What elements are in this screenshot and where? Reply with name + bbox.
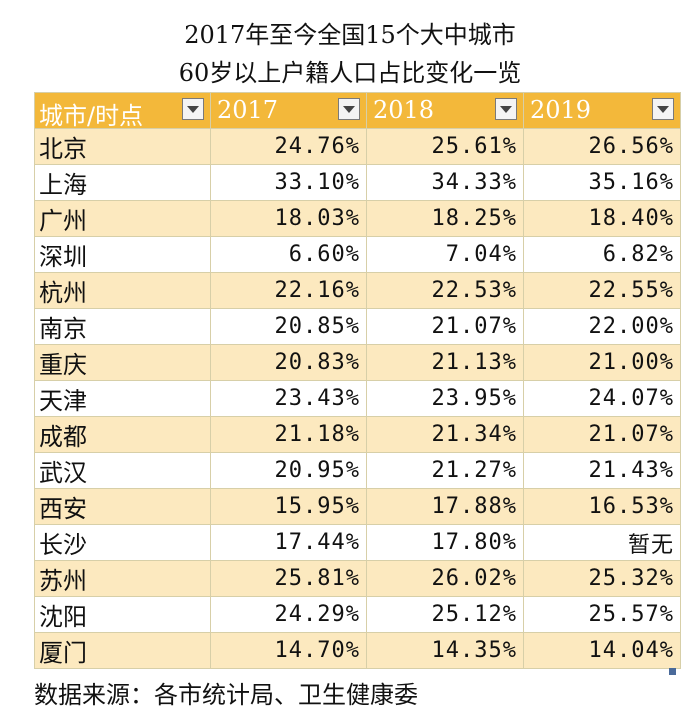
value-cell-2017[interactable]: 24.76% (210, 128, 367, 165)
value-cell-2017[interactable]: 14.70% (210, 632, 367, 669)
filter-dropdown-button[interactable] (338, 98, 360, 120)
dropdown-arrow-icon (657, 106, 669, 113)
value-cell-2018[interactable]: 34.33% (366, 164, 524, 201)
value-cell-2019[interactable]: 25.32% (523, 560, 681, 597)
value-cell-2018[interactable]: 17.80% (366, 524, 524, 561)
table-row: 沈阳 24.29% 25.12% 25.57% (34, 596, 681, 633)
table-row: 南京 20.85% 21.07% 22.00% (34, 308, 681, 345)
value-cell-2018[interactable]: 21.34% (366, 416, 524, 453)
value-cell-2017[interactable]: 18.03% (210, 200, 367, 237)
city-cell[interactable]: 西安 (34, 488, 211, 525)
table-row: 长沙 17.44% 17.80% 暂无 (34, 524, 681, 561)
value-cell-2018[interactable]: 14.35% (366, 632, 524, 669)
value-cell-2018[interactable]: 23.95% (366, 380, 524, 417)
value-cell-2018[interactable]: 21.27% (366, 452, 524, 489)
value-cell-2018[interactable]: 22.53% (366, 272, 524, 309)
city-cell[interactable]: 广州 (34, 200, 211, 237)
dropdown-arrow-icon (500, 106, 512, 113)
value-cell-2018[interactable]: 7.04% (366, 236, 524, 273)
city-cell[interactable]: 成都 (34, 416, 211, 453)
value-cell-2018[interactable]: 21.07% (366, 308, 524, 345)
data-table: 城市/时点 2017 2018 2019 (34, 92, 681, 669)
city-cell[interactable]: 长沙 (34, 524, 211, 561)
table-row: 广州 18.03% 18.25% 18.40% (34, 200, 681, 237)
column-header-2017: 2017 (210, 92, 367, 129)
value-cell-2017[interactable]: 24.29% (210, 596, 367, 633)
city-cell[interactable]: 南京 (34, 308, 211, 345)
table-row: 武汉 20.95% 21.27% 21.43% (34, 452, 681, 489)
column-header-2019: 2019 (523, 92, 681, 129)
value-cell-2017[interactable]: 20.83% (210, 344, 367, 381)
city-cell[interactable]: 重庆 (34, 344, 211, 381)
column-header-label: 城市/时点 (39, 102, 144, 130)
value-cell-2017[interactable]: 15.95% (210, 488, 367, 525)
filter-dropdown-button[interactable] (652, 98, 674, 120)
value-cell-2019[interactable]: 21.07% (523, 416, 681, 453)
city-cell[interactable]: 沈阳 (34, 596, 211, 633)
city-cell[interactable]: 北京 (34, 128, 211, 165)
value-cell-2019[interactable]: 6.82% (523, 236, 681, 273)
value-cell-2017[interactable]: 23.43% (210, 380, 367, 417)
table-row: 重庆 20.83% 21.13% 21.00% (34, 344, 681, 381)
value-cell-2019[interactable]: 22.00% (523, 308, 681, 345)
value-cell-2018[interactable]: 25.12% (366, 596, 524, 633)
value-cell-2017[interactable]: 6.60% (210, 236, 367, 273)
table-row: 北京 24.76% 25.61% 26.56% (34, 128, 681, 165)
value-cell-2019[interactable]: 35.16% (523, 164, 681, 201)
value-cell-2017[interactable]: 20.95% (210, 452, 367, 489)
city-cell[interactable]: 天津 (34, 380, 211, 417)
city-cell[interactable]: 上海 (34, 164, 211, 201)
value-cell-2017[interactable]: 20.85% (210, 308, 367, 345)
value-cell-2019[interactable]: 暂无 (523, 524, 681, 561)
value-cell-2018[interactable]: 18.25% (366, 200, 524, 237)
value-cell-2017[interactable]: 25.81% (210, 560, 367, 597)
table-row: 上海 33.10% 34.33% 35.16% (34, 164, 681, 201)
value-cell-2019[interactable]: 21.00% (523, 344, 681, 381)
table-row: 成都 21.18% 21.34% 21.07% (34, 416, 681, 453)
fill-handle[interactable] (669, 668, 676, 675)
table-row: 杭州 22.16% 22.53% 22.55% (34, 272, 681, 309)
dropdown-arrow-icon (187, 106, 199, 113)
source-note: 数据来源：各市统计局、卫生健康委 (34, 681, 418, 709)
city-cell[interactable]: 武汉 (34, 452, 211, 489)
value-cell-2019[interactable]: 24.07% (523, 380, 681, 417)
value-cell-2019[interactable]: 18.40% (523, 200, 681, 237)
value-cell-2018[interactable]: 17.88% (366, 488, 524, 525)
filter-dropdown-button[interactable] (495, 98, 517, 120)
column-header-city: 城市/时点 (34, 92, 211, 130)
value-cell-2019[interactable]: 25.57% (523, 596, 681, 633)
value-cell-2019[interactable]: 26.56% (523, 128, 681, 165)
value-cell-2017[interactable]: 21.18% (210, 416, 367, 453)
table-row: 深圳 6.60% 7.04% 6.82% (34, 236, 681, 273)
table-row: 苏州 25.81% 26.02% 25.32% (34, 560, 681, 597)
value-cell-2019[interactable]: 14.04% (523, 632, 681, 669)
table-row: 天津 23.43% 23.95% 24.07% (34, 380, 681, 417)
column-header-label: 2017 (217, 96, 279, 124)
value-cell-2017[interactable]: 33.10% (210, 164, 367, 201)
value-cell-2018[interactable]: 21.13% (366, 344, 524, 381)
city-cell[interactable]: 苏州 (34, 560, 211, 597)
table-row: 厦门 14.70% 14.35% 14.04% (34, 632, 681, 669)
value-cell-2017[interactable]: 22.16% (210, 272, 367, 309)
value-cell-2017[interactable]: 17.44% (210, 524, 367, 561)
column-header-label: 2019 (530, 96, 592, 124)
value-cell-2019[interactable]: 21.43% (523, 452, 681, 489)
value-cell-2018[interactable]: 26.02% (366, 560, 524, 597)
city-cell[interactable]: 厦门 (34, 632, 211, 669)
city-cell[interactable]: 杭州 (34, 272, 211, 309)
filter-dropdown-button[interactable] (182, 98, 204, 120)
page-title-line1: 2017年至今全国15个大中城市 (184, 21, 516, 49)
city-cell[interactable]: 深圳 (34, 236, 211, 273)
value-cell-2018[interactable]: 25.61% (366, 128, 524, 165)
value-cell-2019[interactable]: 16.53% (523, 488, 681, 525)
table-row: 西安 15.95% 17.88% 16.53% (34, 488, 681, 525)
header-row: 城市/时点 2017 2018 2019 (34, 92, 681, 130)
column-header-2018: 2018 (366, 92, 524, 129)
dropdown-arrow-icon (343, 106, 355, 113)
page-title-line2: 60岁以上户籍人口占比变化一览 (178, 59, 522, 87)
value-cell-2019[interactable]: 22.55% (523, 272, 681, 309)
column-header-label: 2018 (373, 96, 435, 124)
